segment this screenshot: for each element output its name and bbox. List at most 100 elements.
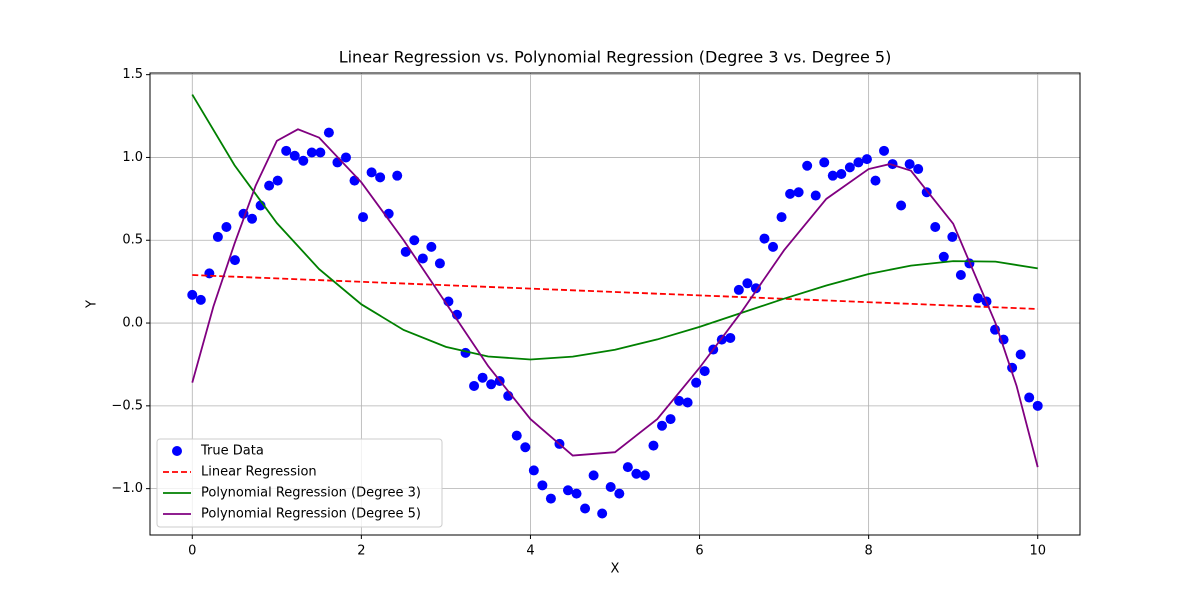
x-axis-label: X <box>611 562 620 577</box>
data-point <box>272 175 283 186</box>
data-point <box>674 395 685 406</box>
x-tick-label: 8 <box>864 544 872 559</box>
data-point <box>836 169 847 180</box>
legend-label: Linear Regression <box>201 465 317 480</box>
data-point <box>366 167 377 178</box>
legend-label: True Data <box>200 444 264 459</box>
data-point <box>597 508 608 519</box>
x-tick-label: 4 <box>526 544 534 559</box>
data-point <box>913 164 924 175</box>
data-point <box>289 150 300 161</box>
data-point <box>802 160 813 171</box>
data-point <box>306 147 317 158</box>
data-point <box>221 222 232 232</box>
data-point <box>571 488 582 499</box>
data-point <box>434 258 445 269</box>
data-point <box>930 222 941 232</box>
data-point <box>426 241 437 252</box>
data-point <box>195 294 206 305</box>
data-point <box>810 190 821 201</box>
data-point <box>212 231 223 242</box>
data-point <box>947 231 958 242</box>
data-point <box>682 397 693 408</box>
data-point <box>528 465 539 476</box>
data-point <box>665 414 676 425</box>
data-point <box>323 127 334 138</box>
data-point <box>938 251 949 262</box>
y-tick-label: 0.5 <box>122 233 143 248</box>
legend-label: Polynomial Regression (Degree 3) <box>201 486 421 501</box>
data-point <box>298 155 309 166</box>
data-point <box>631 468 642 479</box>
data-point <box>417 253 428 264</box>
y-tick-label: −1.0 <box>111 481 143 496</box>
data-point <box>639 470 650 481</box>
data-point <box>187 289 198 300</box>
legend-box <box>156 438 443 528</box>
data-point <box>358 212 369 223</box>
data-point <box>879 145 890 156</box>
data-point <box>793 187 804 198</box>
data-point <box>861 154 872 165</box>
legend-marker <box>172 446 182 456</box>
data-point <box>776 212 787 223</box>
data-point <box>1015 349 1026 360</box>
data-point <box>605 481 616 492</box>
data-point <box>955 270 966 281</box>
regression-line <box>191 128 1039 468</box>
data-point <box>768 241 779 252</box>
y-tick-label: 1.0 <box>122 150 143 165</box>
data-point <box>520 442 531 453</box>
data-point <box>315 147 326 158</box>
data-point <box>699 366 710 377</box>
data-point <box>511 430 522 441</box>
data-point <box>375 172 386 183</box>
data-point <box>648 440 659 451</box>
data-point <box>229 255 240 266</box>
data-point <box>725 332 736 343</box>
data-point <box>827 170 838 181</box>
data-point <box>819 157 830 168</box>
data-point <box>759 233 770 244</box>
data-point <box>580 503 591 514</box>
data-point <box>332 157 343 168</box>
data-point <box>247 213 258 224</box>
y-axis-label: Y <box>85 300 100 309</box>
data-point <box>486 379 497 390</box>
y-tick-label: 1.5 <box>122 67 143 82</box>
data-point <box>733 284 744 295</box>
data-point <box>264 180 275 191</box>
data-point <box>204 268 215 279</box>
data-point <box>392 170 403 181</box>
data-point <box>409 235 420 246</box>
data-point <box>477 372 488 383</box>
plot-frame <box>149 72 1081 536</box>
data-point <box>349 175 360 186</box>
y-tick-label: −0.5 <box>111 398 143 413</box>
data-point <box>904 159 915 170</box>
data-point <box>614 488 625 499</box>
x-tick-label: 6 <box>695 544 703 559</box>
data-point <box>545 493 556 504</box>
data-point <box>844 162 855 173</box>
data-point <box>742 278 753 289</box>
data-point <box>1024 392 1035 403</box>
regression-line <box>192 274 1038 310</box>
data-point <box>785 188 796 199</box>
data-point <box>562 485 573 496</box>
data-point <box>972 293 983 304</box>
data-point <box>340 152 351 163</box>
chart-title: Linear Regression vs. Polynomial Regress… <box>339 48 892 67</box>
data-point <box>1032 400 1043 411</box>
data-point <box>281 145 292 156</box>
data-point <box>853 157 864 168</box>
legend-label: Polynomial Regression (Degree 5) <box>201 507 421 522</box>
data-point <box>896 200 907 211</box>
x-tick-label: 2 <box>357 544 365 559</box>
y-tick-label: 0.0 <box>122 316 143 331</box>
regression-line <box>191 94 1038 361</box>
x-tick-label: 10 <box>1029 544 1046 559</box>
data-point <box>750 283 761 294</box>
data-point <box>400 246 411 257</box>
